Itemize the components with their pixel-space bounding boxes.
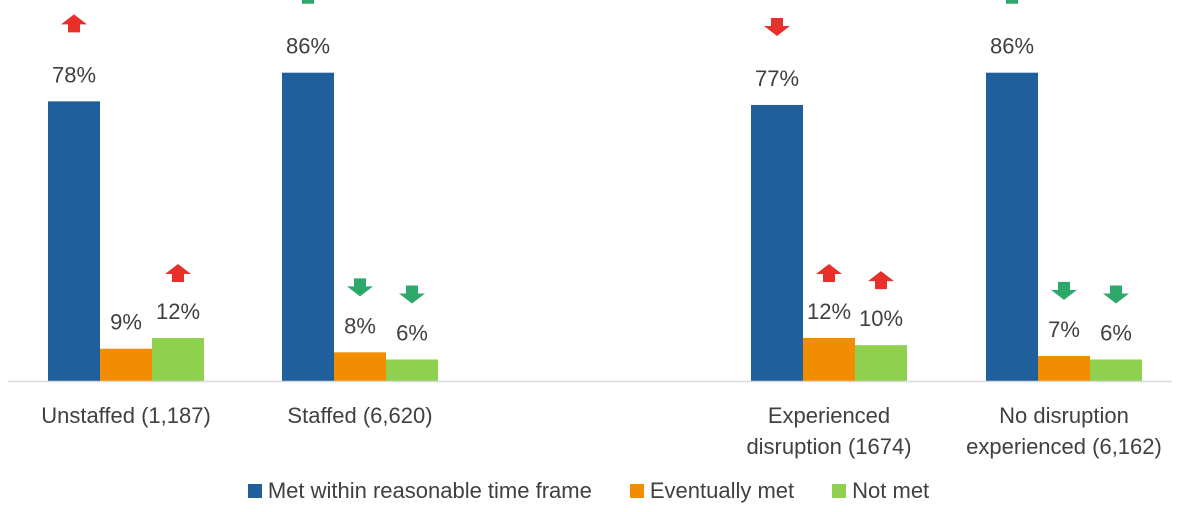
trend-arrow-down-icon-2-2 (347, 278, 373, 297)
trend-arrow-up-icon-3-3 (868, 271, 894, 290)
legend-label-not-met: Not met (852, 478, 930, 503)
x-tick-label-1: Unstaffed (1,187) (41, 403, 211, 428)
x-tick-label-line: experienced (6,162) (966, 434, 1162, 459)
data-label-2-2: 8% (344, 313, 376, 338)
data-label-2-3: 12% (807, 299, 851, 324)
x-tick-label-line: disruption (1674) (746, 434, 911, 459)
trend-arrow-down-icon-3-4 (1103, 285, 1129, 304)
data-label-2-1: 9% (110, 310, 142, 335)
bar-3-2 (386, 359, 438, 381)
trend-arrow-up-icon-1-1 (61, 14, 87, 33)
bar-1-1 (48, 101, 100, 382)
bar-2-2 (334, 352, 386, 381)
data-label-1-4: 86% (990, 34, 1034, 59)
trend-arrow-up-icon-2-3 (816, 263, 842, 282)
trend-arrow-down-icon-2-4 (1051, 281, 1077, 300)
chart-svg: 78% 86% 77% 86% 9% 8% 12% 7% 12% 6% 10% 6% Unstaffed… (8, 0, 1172, 459)
bar-3-1 (152, 337, 204, 381)
legend-item-met: Met within reasonable time frame (247, 478, 592, 504)
data-label-2-4: 7% (1048, 317, 1080, 342)
x-tick-label-line: Staffed (6,620) (287, 403, 432, 428)
x-tick-label-2: Staffed (6,620) (287, 403, 432, 428)
trend-arrow-up-icon-1-2 (302, 0, 314, 4)
legend-label-met: Met within reasonable time frame (267, 478, 592, 503)
x-tick-label-3: Experienced disruption (1674) (746, 403, 911, 459)
legend-swatch-not-met (832, 484, 847, 498)
trend-arrow-up-icon-3-1 (165, 263, 191, 282)
data-label-1-2: 86% (286, 34, 330, 59)
x-tick-label-line: Experienced (768, 403, 890, 428)
x-tick-label-line: No disruption (999, 403, 1129, 428)
bar-1-2 (282, 72, 334, 381)
trend-arrow-down-icon-1-3 (764, 17, 790, 36)
bar-2-3 (803, 337, 855, 381)
legend-swatch-met (247, 484, 262, 498)
trend-arrow-up-icon-1-4 (1006, 0, 1018, 4)
legend: Met within reasonable time frame Eventua… (0, 478, 1177, 504)
bar-2-4 (1038, 355, 1090, 381)
bar-3-4 (1090, 359, 1142, 381)
data-label-3-1: 12% (156, 299, 200, 324)
data-label-3-4: 6% (1100, 320, 1132, 345)
data-label-1-1: 78% (52, 62, 96, 87)
x-tick-label-line: Unstaffed (1,187) (41, 403, 211, 428)
data-label-1-3: 77% (755, 66, 799, 91)
data-label-3-3: 10% (859, 306, 903, 331)
bar-1-4 (986, 72, 1038, 381)
trend-arrow-down-icon-3-2 (399, 285, 425, 304)
data-label-3-2: 6% (396, 320, 428, 345)
x-tick-label-4: No disruption experienced (6,162) (966, 403, 1162, 459)
bar-2-1 (100, 348, 152, 381)
legend-item-not-met: Not met (832, 478, 929, 504)
legend-swatch-eventually-met (629, 484, 644, 498)
bar-1-3 (751, 104, 803, 381)
legend-label-eventually-met: Eventually met (649, 478, 795, 503)
bar-3-3 (855, 345, 907, 381)
legend-item-eventually-met: Eventually met (629, 478, 795, 504)
